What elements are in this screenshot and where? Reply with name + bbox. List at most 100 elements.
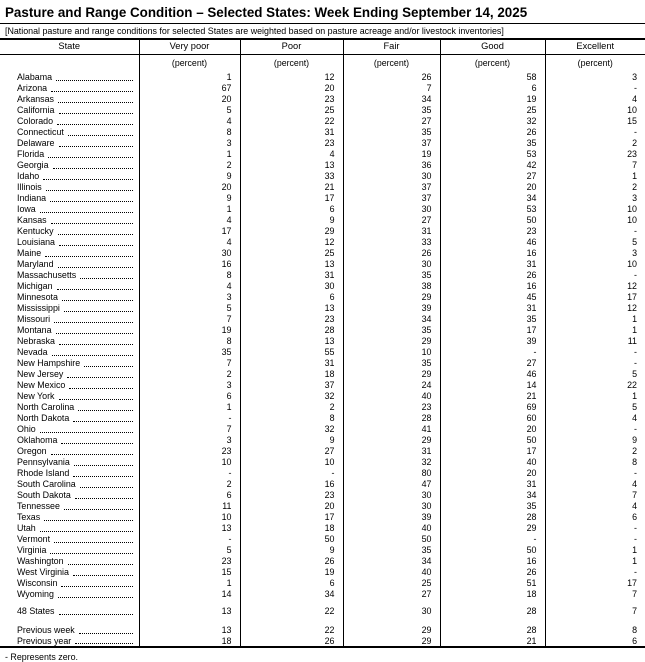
- row-label: Virginia: [17, 544, 47, 555]
- value-cell: 28: [439, 605, 545, 617]
- value-cell: 14: [439, 379, 545, 391]
- value-cell: 1: [138, 401, 240, 413]
- value-cell: 2: [138, 478, 240, 490]
- value-cell: 6: [239, 291, 343, 303]
- value-cell: 25: [342, 577, 440, 589]
- value-cell: -: [544, 225, 645, 237]
- value-cell: 30: [138, 247, 240, 259]
- state-row: New Hampshire 7 31 35 27-: [0, 357, 645, 369]
- value-cell: 35: [138, 346, 240, 358]
- value-cell: 4: [544, 500, 645, 512]
- value-cell: 23: [544, 148, 645, 160]
- state-row: Texas 10 17 39 28 6: [0, 511, 645, 523]
- row-label: South Dakota: [17, 489, 71, 500]
- value-cell: 7: [342, 82, 440, 94]
- value-cell: -: [544, 269, 645, 281]
- value-cell: 25: [439, 104, 545, 116]
- value-cell: 22: [239, 605, 343, 617]
- dot-leader: [45, 255, 133, 257]
- value-cell: 30: [342, 489, 440, 501]
- state-row: Michigan 4 30 38 16 12: [0, 280, 645, 292]
- row-label-cell: Massachusetts: [0, 270, 139, 281]
- value-cell: 22: [544, 379, 645, 391]
- value-cell: 9: [239, 434, 343, 446]
- value-cell: 34: [439, 489, 545, 501]
- dot-leader: [61, 299, 133, 301]
- value-cell: 9: [239, 214, 343, 226]
- value-cell: 20: [439, 181, 545, 193]
- value-cell: 30: [342, 203, 440, 215]
- table-note: [National pasture and range conditions f…: [5, 26, 504, 36]
- value-cell: 3: [138, 291, 240, 303]
- dot-leader: [58, 145, 133, 147]
- row-label: New Hampshire: [17, 357, 81, 368]
- value-cell: 27: [342, 588, 440, 600]
- state-row: Nebraska 8 13 29 39 11: [0, 335, 645, 347]
- dot-leader: [74, 497, 133, 499]
- dot-leader: [55, 332, 133, 334]
- value-cell: 8: [544, 624, 645, 636]
- dot-leader: [73, 475, 133, 477]
- value-cell: 1: [138, 577, 240, 589]
- value-cell: 17: [544, 577, 645, 589]
- row-label-cell: Indiana: [0, 193, 139, 204]
- state-row: South Dakota 6 23 30 34 7: [0, 489, 645, 501]
- row-label-cell: New Mexico: [0, 380, 139, 391]
- state-row: Nevada 35 55 10- -: [0, 346, 645, 358]
- column-header-excellent: Excellent: [544, 39, 645, 55]
- spacer-row: [0, 616, 645, 625]
- row-label: Oregon: [17, 445, 47, 456]
- value-cell: 47: [342, 478, 440, 490]
- value-cell: 7: [544, 489, 645, 501]
- value-cell: 30: [342, 500, 440, 512]
- state-row: Washington 23 26 34 16 1: [0, 555, 645, 567]
- value-cell: 10: [544, 203, 645, 215]
- value-cell: 7: [544, 605, 645, 617]
- value-cell: 4: [138, 214, 240, 226]
- dot-leader: [57, 233, 133, 235]
- value-cell: 10: [544, 258, 645, 270]
- value-cell: 20: [439, 467, 545, 479]
- value-cell: 13: [239, 335, 343, 347]
- value-cell: -: [544, 533, 645, 545]
- value-cell: 35: [342, 357, 440, 369]
- value-cell: 13: [138, 605, 240, 617]
- value-cell: 46: [439, 236, 545, 248]
- value-cell: 19: [239, 566, 343, 578]
- value-cell: 2: [138, 368, 240, 380]
- dot-leader: [57, 266, 133, 268]
- row-label-cell: New Jersey: [0, 369, 139, 380]
- value-cell: 35: [342, 104, 440, 116]
- state-row: Oklahoma 3 9 29 50 9: [0, 434, 645, 446]
- value-cell: 3: [138, 137, 240, 149]
- pasture-condition-table: State Very poor Poor Fair Good Excellent (per…: [0, 38, 645, 649]
- row-label: Colorado: [17, 115, 54, 126]
- value-cell: 26: [342, 247, 440, 259]
- dot-leader: [48, 156, 133, 158]
- row-label-cell: Kentucky: [0, 226, 139, 237]
- state-row: New York 6 32 40 21 1: [0, 390, 645, 402]
- value-cell: 16: [239, 478, 343, 490]
- dot-leader: [73, 464, 133, 466]
- value-cell: 4: [544, 478, 645, 490]
- value-cell: 10: [544, 214, 645, 226]
- value-cell: 10: [138, 511, 240, 523]
- row-label: Rhode Island: [17, 467, 70, 478]
- row-label: Washington: [17, 555, 64, 566]
- value-cell: 40: [342, 390, 440, 402]
- value-cell: 34: [239, 588, 343, 600]
- value-cell: 37: [342, 181, 440, 193]
- spacer-cell: [342, 616, 440, 625]
- value-cell: 38: [342, 280, 440, 292]
- row-label-cell: Illinois: [0, 182, 139, 193]
- value-cell: -: [544, 423, 645, 435]
- value-cell: 18: [138, 635, 240, 648]
- unit-label: (percent): [342, 54, 440, 72]
- spacer-cell: [0, 617, 139, 625]
- value-cell: 37: [342, 137, 440, 149]
- dot-leader: [78, 409, 133, 411]
- value-cell: 2: [239, 401, 343, 413]
- row-label: Utah: [17, 522, 36, 533]
- value-cell: 33: [239, 170, 343, 182]
- state-row: New Jersey 2 18 29 46 5: [0, 368, 645, 380]
